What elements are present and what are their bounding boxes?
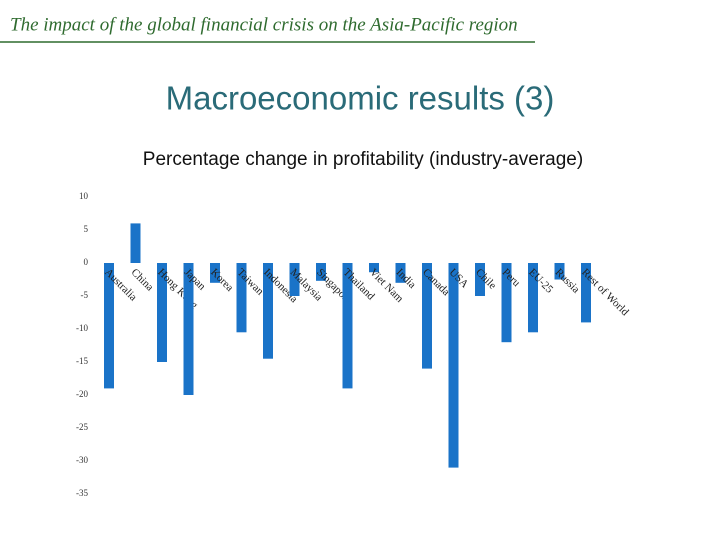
bar (448, 263, 459, 468)
bar (210, 263, 220, 283)
bar (236, 263, 247, 333)
bar (104, 263, 114, 389)
bar (157, 263, 167, 362)
bar (183, 263, 194, 395)
bar (475, 263, 485, 296)
header-title: The impact of the global financial crisi… (10, 14, 518, 35)
y-tick-label: 10 (79, 191, 89, 201)
bar (528, 263, 538, 333)
bar (289, 263, 300, 296)
y-tick-label: 0 (84, 257, 89, 267)
bar (263, 263, 273, 359)
bar (130, 223, 141, 263)
bar (342, 263, 353, 389)
y-tick-label: -25 (76, 422, 88, 432)
bar (395, 263, 406, 283)
y-tick-label: 5 (84, 224, 89, 234)
y-tick-label: -35 (76, 488, 88, 498)
bar (581, 263, 591, 323)
y-tick-label: -15 (76, 356, 88, 366)
bar (369, 263, 379, 273)
y-tick-label: -20 (76, 389, 88, 399)
bar (316, 263, 326, 281)
y-tick-label: -5 (81, 290, 89, 300)
bar (501, 263, 512, 343)
slide-title: Macroeconomic results (3) (166, 80, 555, 117)
x-tick-label: Russia (553, 266, 582, 295)
y-tick-label: -30 (76, 455, 88, 465)
chart-title: Percentage change in profitability (indu… (143, 149, 583, 170)
y-tick-label: -10 (76, 323, 88, 333)
bar (554, 263, 565, 280)
bar (422, 263, 432, 369)
